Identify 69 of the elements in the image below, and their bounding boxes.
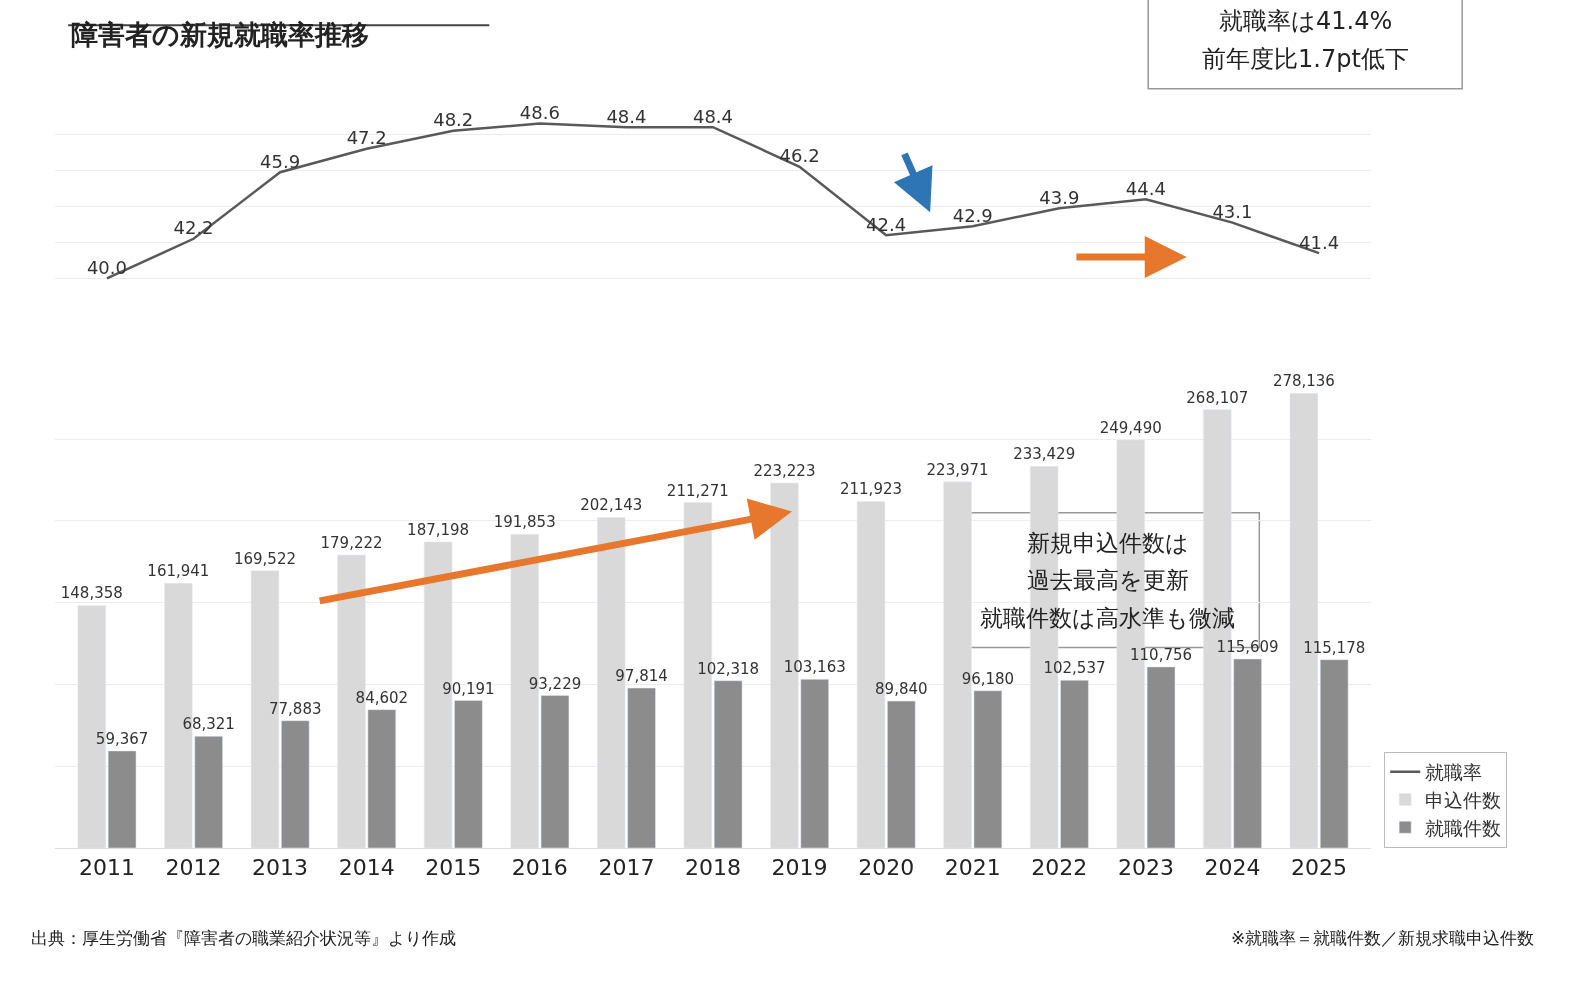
data-label: 47.2 [346,127,387,149]
legend-label: 就職件数 [1425,816,1502,839]
x-tick-label: 2016 [511,855,568,881]
data-label: 89,840 [875,680,928,699]
x-tick-label: 2015 [425,855,482,881]
annotation: 過去最高を更新 [1027,567,1189,593]
data-label: 223,971 [926,460,989,479]
data-label: 44.4 [1125,177,1166,199]
data-label: 115,609 [1216,637,1279,656]
data-label: 59,367 [95,729,149,748]
x-tick-label: 2012 [165,855,222,881]
data-label: 103,163 [783,658,846,677]
text: ※就職率＝就職件数／新規求職申込件数 [1231,928,1535,948]
data-label: 169,522 [233,549,296,568]
text: 就職率は41.4% [1219,7,1393,35]
x-tick-label: 2017 [598,855,655,881]
data-label: 187,198 [407,520,470,539]
x-tick-label: 2014 [338,855,395,881]
source-note: 出典：厚生労働省『障害者の職業紹介状況等』より作成 [31,928,456,948]
data-label: 249,490 [1099,419,1162,438]
data-label: 278,136 [1272,372,1335,391]
data-label: 97,814 [615,667,668,686]
data-label: 68,321 [182,715,235,734]
x-tick-label: 2024 [1204,855,1261,881]
data-label: 48.6 [519,102,560,124]
data-label: 191,853 [493,513,556,532]
data-label: 148,358 [60,584,123,603]
data-label: 41.4 [1299,231,1340,253]
x-tick-label: 2023 [1117,855,1174,881]
x-tick-label: 2021 [944,855,1001,881]
data-label: 48.2 [433,109,474,131]
data-label: 90,191 [442,679,495,698]
x-tick-label: 2018 [685,855,741,881]
data-label: 43.1 [1212,201,1253,223]
data-label: 93,229 [528,674,582,693]
x-tick-label: 2025 [1291,855,1348,881]
x-tick-label: 2020 [858,855,915,881]
data-label: 233,429 [1013,445,1076,464]
data-label: 40.0 [86,256,127,278]
data-label: 211,923 [839,480,903,499]
data-label: 115,178 [1303,638,1366,657]
legend-label: 申込件数 [1425,788,1502,811]
annotation: 新規申込件数は [1027,530,1189,556]
data-label: 268,107 [1186,388,1249,407]
data-label: 45.9 [260,150,301,172]
data-label: 48.4 [692,105,734,127]
data-label: 110,756 [1130,645,1193,664]
x-tick-label: 2022 [1031,855,1088,881]
data-label: 43.9 [1039,186,1080,208]
data-label: 42.9 [952,204,993,226]
data-label: 96,180 [961,669,1015,688]
x-tick-label: 2019 [771,855,828,881]
x-tick-label: 2011 [78,855,135,881]
data-label: 202,143 [580,496,643,515]
data-label: 84,602 [355,688,409,707]
annotation: 就職件数は高水準も微減 [980,605,1235,631]
data-label: 179,222 [320,533,383,552]
data-label: 161,941 [147,562,210,581]
chart-title: 障害者の新規就職率推移 [71,18,370,50]
data-label: 77,883 [269,699,322,718]
data-label: 102,318 [697,659,760,678]
data-label: 48.4 [606,105,647,127]
data-label: 46.2 [779,145,820,167]
text: 前年度比1.7pt低下 [1202,45,1409,73]
data-label: 223,223 [753,462,816,481]
data-label: 102,537 [1043,659,1106,678]
data-label: 211,271 [666,481,729,500]
legend-label: 就職率 [1425,761,1483,784]
x-tick-label: 2013 [252,855,309,881]
